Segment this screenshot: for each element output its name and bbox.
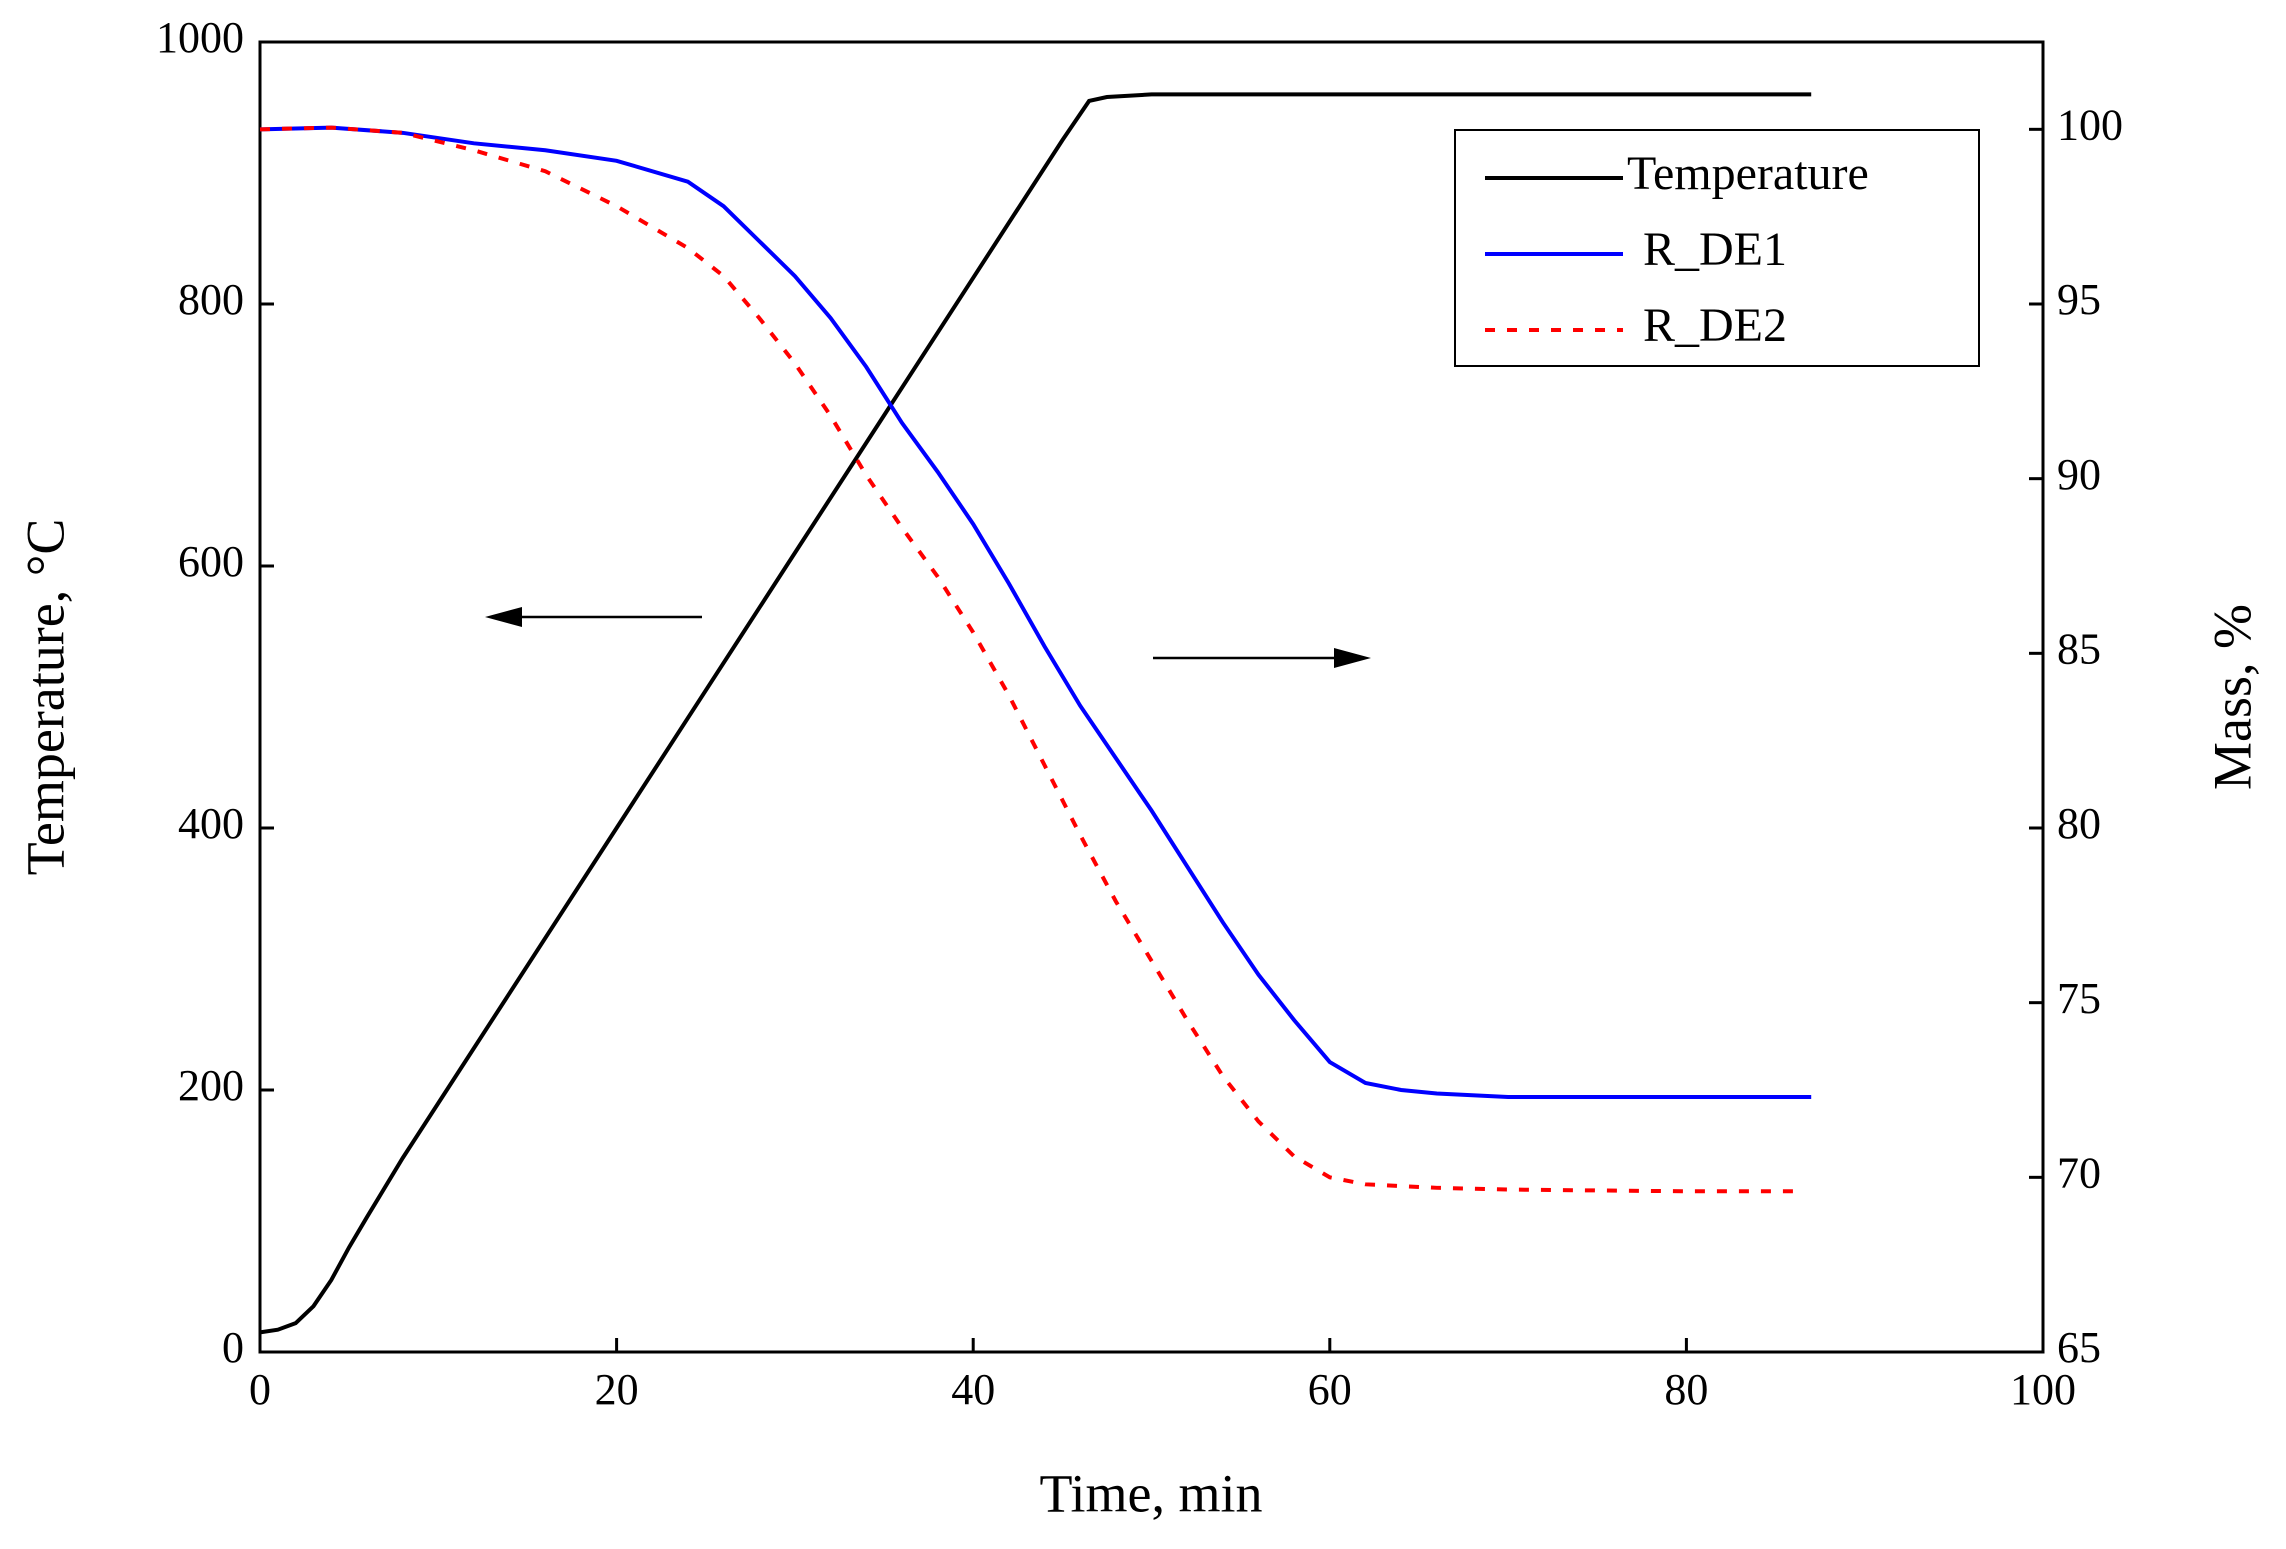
x-tick-label: 60 (1308, 1365, 1352, 1414)
y-tick-label: 200 (178, 1061, 244, 1110)
series-line (259, 92, 1812, 1335)
legend-label: R_DE1 (1643, 223, 1787, 276)
y2-tick-label: 90 (2057, 450, 2101, 499)
x-tick-label: 20 (595, 1365, 639, 1414)
left-arrow (485, 607, 702, 627)
x-tick-label: 40 (951, 1365, 995, 1414)
y-axis-label: Temperature, °C (15, 519, 75, 876)
y-tick-label: 600 (178, 537, 244, 586)
y2-tick-label: 80 (2057, 799, 2101, 848)
y-tick-label: 800 (178, 275, 244, 324)
y2-tick-label: 95 (2057, 275, 2101, 324)
right-arrow (1153, 648, 1371, 668)
y2-tick-label: 65 (2057, 1323, 2101, 1372)
legend-label: R_DE2 (1643, 299, 1787, 352)
y2-tick-label: 75 (2057, 974, 2101, 1023)
x-tick-label: 100 (2010, 1365, 2076, 1414)
y2-tick-label: 85 (2057, 624, 2101, 673)
x-tick-label: 80 (1664, 1365, 1708, 1414)
y2-tick-label: 70 (2057, 1148, 2101, 1197)
y-tick-label: 0 (222, 1323, 244, 1372)
series-line (259, 125, 1794, 1194)
y2-tick-label: 100 (2057, 100, 2123, 149)
plot-frame (258, 40, 2045, 1354)
series-line (259, 125, 1812, 1099)
y2-axis-label: Mass, % (2202, 604, 2262, 790)
legend-box (1454, 129, 1980, 367)
y-tick-label: 1000 (156, 13, 244, 62)
y-tick-label: 400 (178, 799, 244, 848)
x-axis-label: Time, min (1039, 1463, 1262, 1523)
legend-label: Temperature (1627, 147, 1869, 200)
x-tick-label: 0 (249, 1365, 271, 1414)
